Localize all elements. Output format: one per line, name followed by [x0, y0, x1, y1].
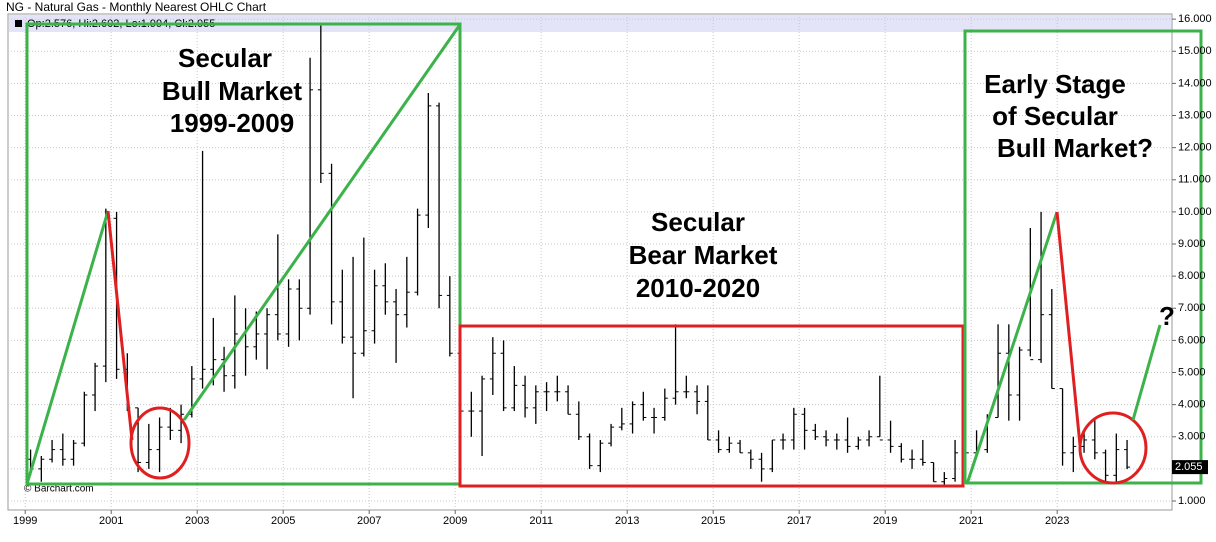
x-tick-label: 2023: [1045, 515, 1069, 527]
annotation: 2010-2020: [636, 273, 760, 303]
y-tick-label: 10.000: [1178, 206, 1212, 218]
chart-title: NG - Natural Gas - Monthly Nearest OHLC …: [6, 0, 267, 14]
circle: [129, 406, 191, 480]
source: © Barchart.com: [24, 484, 94, 495]
x-tick-label: 2009: [443, 515, 467, 527]
overlay: [25, 22, 1203, 488]
annotation: of Secular: [992, 101, 1118, 131]
annotation: Bull Market: [162, 76, 302, 106]
y-tick-label: 15.000: [1178, 45, 1212, 57]
y-tick-label: 8.000: [1178, 270, 1206, 282]
y-tick-label: 13.000: [1178, 109, 1212, 121]
trend-line: [106, 210, 134, 441]
bear-box: [458, 324, 965, 488]
circle: [1078, 411, 1148, 485]
y-tick-label: 14.000: [1178, 77, 1212, 89]
y-tick-label: 7.000: [1178, 302, 1206, 314]
y-tick-label: 12.000: [1178, 142, 1212, 154]
trend-line: [1131, 324, 1162, 421]
last-value-label: 2.055: [1175, 461, 1203, 473]
annotation: Bear Market: [629, 240, 778, 270]
y-tick-label: 6.000: [1178, 334, 1206, 346]
y-tick-label: 4.000: [1178, 399, 1206, 411]
trend-line: [25, 210, 110, 485]
annotation: Secular: [178, 43, 272, 73]
bull-box: [25, 22, 462, 486]
annotation: ?: [1159, 301, 1175, 331]
y-tick-label: 1.000: [1178, 495, 1206, 507]
annotation: Early Stage: [984, 69, 1126, 99]
trend-line: [965, 211, 1059, 485]
annotation: 1999-2009: [170, 108, 294, 138]
x-tick-label: 2019: [873, 515, 897, 527]
y-tick-label: 5.000: [1178, 366, 1206, 378]
y-tick-label: 16.000: [1178, 13, 1212, 25]
trend-line: [1055, 211, 1082, 446]
x-tick-label: 2003: [185, 515, 209, 527]
annotation: Bull Market?: [997, 133, 1153, 163]
x-tick-label: 2021: [959, 515, 983, 527]
x-tick-label: 2017: [787, 515, 811, 527]
x-tick-label: 2015: [701, 515, 725, 527]
last-value-box: [1172, 460, 1208, 475]
x-tick-label: 1999: [13, 515, 37, 527]
y-tick-label: 3.000: [1178, 431, 1206, 443]
annotation: Secular: [651, 207, 745, 237]
x-tick-label: 2007: [357, 515, 381, 527]
y-tick-label: 9.000: [1178, 238, 1206, 250]
x-tick-label: 2013: [615, 515, 639, 527]
legend-swatch: [15, 20, 22, 27]
x-tick-label: 2005: [271, 515, 295, 527]
y-tick-label: 11.000: [1178, 174, 1211, 186]
x-tick-label: 2011: [529, 515, 553, 527]
x-tick-label: 2001: [99, 515, 123, 527]
trend-line: [182, 25, 461, 421]
